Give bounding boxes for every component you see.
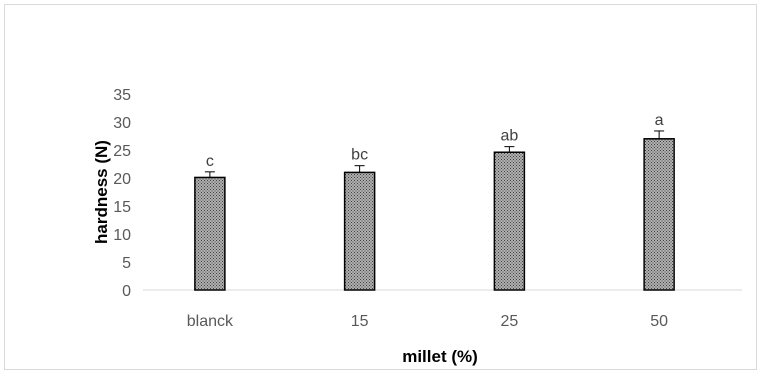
bar [493,151,526,291]
y-tick-label: 0 [122,283,131,300]
y-tick-label: 15 [113,199,131,216]
data-label: bc [351,147,368,164]
y-axis-title: hardness (N) [92,140,111,244]
x-tick-label: 25 [500,313,518,330]
x-tick-label: blanck [187,313,234,330]
bar [343,171,376,291]
y-tick-label: 25 [113,143,131,160]
x-axis-ticks: blanck 15 25 50 [187,313,668,330]
y-tick-label: 5 [122,255,131,272]
x-tick-label: 15 [351,313,369,330]
y-tick-label: 35 [113,87,131,104]
data-label: a [655,112,664,129]
y-tick-label: 30 [113,115,131,132]
chart-area [4,4,757,370]
y-axis-ticks: 0 5 10 15 20 25 30 35 [113,87,131,300]
y-tick-label: 10 [113,227,131,244]
y-tick-label: 20 [113,171,131,188]
x-axis-title: millet (%) [402,347,478,366]
data-label: ab [500,128,518,145]
x-tick-label: 50 [650,313,668,330]
bar [194,176,226,291]
data-label: c [206,153,214,170]
bar [643,138,675,291]
bars: c bc ab a [194,112,675,291]
